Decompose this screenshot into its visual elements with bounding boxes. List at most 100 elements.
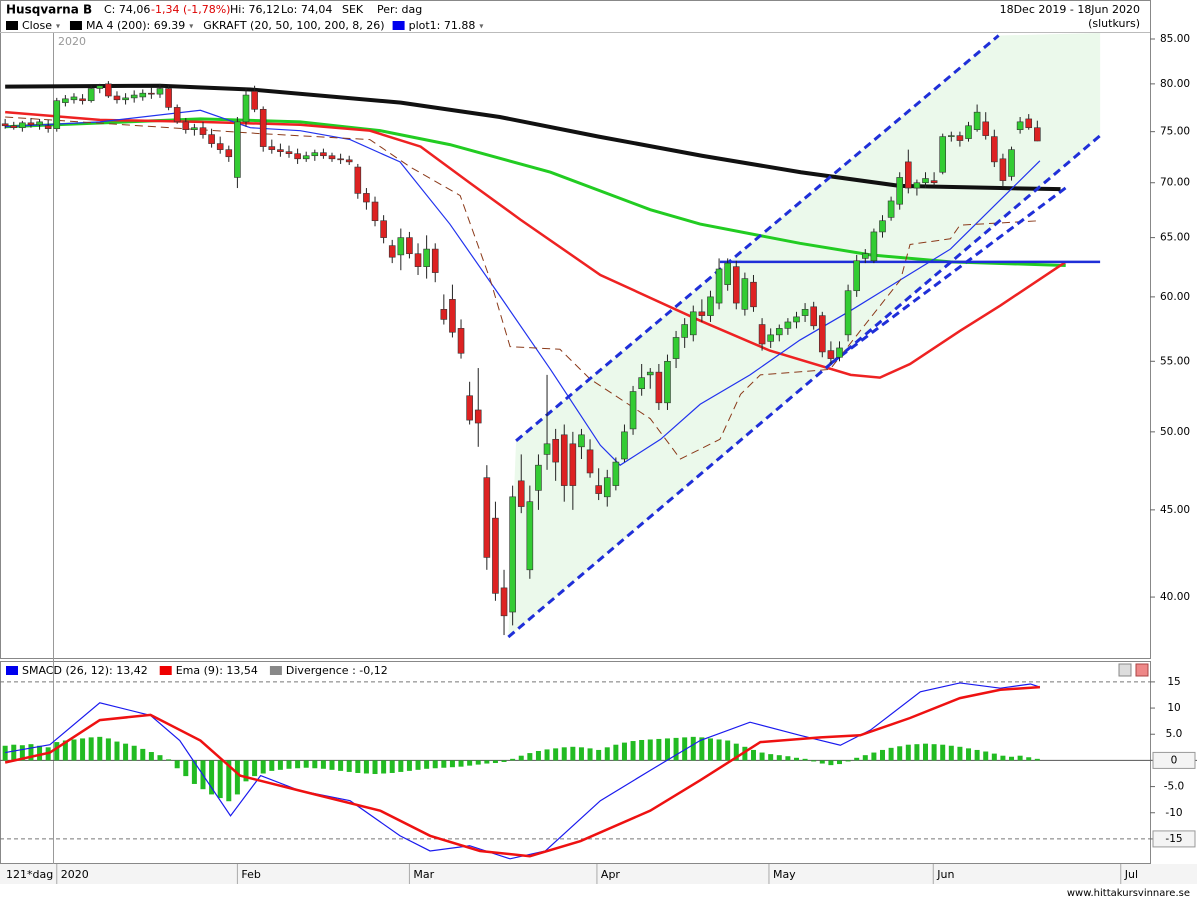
candle-body — [861, 253, 869, 259]
candle-body — [991, 136, 998, 163]
divergence-bar — [475, 760, 481, 765]
tick-box — [1152, 751, 1196, 769]
divergence-bar — [845, 760, 851, 762]
high: Hi: 76,12 — [230, 3, 280, 16]
y-tick-label: 0 — [1171, 754, 1178, 766]
tick-box — [1152, 830, 1196, 848]
legend-swatch — [392, 21, 405, 30]
candle-body — [827, 350, 835, 359]
candle-body — [251, 91, 258, 110]
candle-body — [216, 143, 224, 150]
candle-body — [44, 125, 52, 129]
y-tick-label: 65.00 — [1160, 232, 1190, 244]
candle-body — [560, 434, 568, 486]
divergence-bar — [492, 760, 498, 764]
candle-body — [474, 409, 482, 424]
candle-body — [328, 155, 336, 160]
bars-count: 121*dag — [6, 868, 53, 881]
x-tick-label: May — [773, 868, 796, 881]
divergence-bar — [578, 747, 584, 761]
candle-body — [784, 321, 792, 329]
candle-body — [96, 85, 104, 89]
legend-arrow: ▾ — [189, 22, 193, 31]
candle-body — [79, 98, 86, 102]
candle-body — [380, 220, 387, 238]
candle-body — [337, 158, 344, 161]
candle-body — [982, 121, 990, 136]
low: Lo: 74,04 — [281, 3, 332, 16]
candle-body — [449, 299, 456, 333]
candle-body — [148, 92, 155, 95]
title: Husqvarna B — [6, 3, 92, 17]
y-tick-label: 40.00 — [1160, 591, 1190, 603]
divergence-bar — [1034, 758, 1040, 761]
divergence-bar — [664, 738, 670, 761]
candle-body — [354, 166, 362, 194]
candle-body — [1025, 118, 1033, 129]
divergence-bar — [148, 752, 154, 761]
divergence-bar — [372, 760, 378, 775]
close-button[interactable] — [1135, 663, 1149, 677]
x-axis-bar — [0, 864, 1197, 884]
divergence-bar — [105, 738, 111, 761]
candle-body — [53, 100, 61, 129]
y-tick-label: 55.00 — [1160, 355, 1190, 367]
divergence-bar — [381, 760, 387, 774]
candle-body — [1008, 149, 1015, 177]
candle-body — [595, 485, 602, 494]
divergence-bar — [733, 743, 739, 761]
x-tick-label: Mar — [413, 868, 434, 881]
macd-frame — [0, 661, 1151, 864]
divergence-bar — [269, 760, 275, 771]
candle-body — [810, 306, 817, 327]
candle-body — [905, 161, 912, 189]
divergence-bar — [62, 740, 68, 761]
divergence-bar — [966, 748, 972, 761]
currency: SEK — [342, 3, 364, 16]
divergence-bar — [432, 760, 438, 769]
divergence-bar — [621, 742, 627, 761]
divergence-bar — [338, 760, 344, 771]
candle-body — [165, 88, 172, 108]
price-frame — [0, 0, 1151, 659]
candle-body — [10, 125, 18, 129]
divergence-bar — [742, 746, 748, 761]
divergence-bar — [209, 760, 215, 795]
candle-body — [1034, 127, 1041, 142]
divergence-bar — [793, 757, 799, 761]
y-tick-label: 60.00 — [1160, 291, 1190, 303]
candle-body — [836, 347, 843, 358]
divergence-bar — [217, 760, 223, 799]
candle-body — [19, 122, 26, 129]
divergence-bar — [441, 760, 447, 768]
y-tick-label: 50.00 — [1160, 426, 1190, 438]
candle-body — [27, 122, 35, 126]
candle-body — [113, 95, 121, 101]
candle-body — [302, 155, 310, 160]
candle-body — [999, 158, 1007, 181]
range: 18Dec 2019 - 18Jun 2020 — [1000, 3, 1140, 16]
divergence-bar — [931, 744, 937, 761]
divergence-bar — [295, 760, 301, 769]
indicator-line — [5, 117, 1066, 267]
legend-label: SMACD (26, 12): 13,42 — [22, 664, 148, 677]
tool-button[interactable] — [1118, 663, 1132, 677]
candle-body — [793, 316, 800, 323]
divergence-bar — [682, 737, 688, 761]
candle-body — [431, 248, 439, 273]
x-tick-label: Feb — [241, 868, 260, 881]
divergence-bar — [88, 737, 94, 761]
candle-body — [87, 88, 95, 102]
divergence-bar — [226, 760, 232, 802]
candle-body — [801, 309, 809, 316]
candle-body — [741, 278, 749, 310]
divergence-bar — [260, 760, 266, 774]
divergence-bar — [862, 755, 868, 761]
candle-body — [414, 253, 422, 267]
divergence-bar — [544, 749, 550, 761]
divergence-bar — [19, 745, 25, 761]
candle-body — [526, 501, 534, 571]
candle-body — [732, 266, 740, 304]
trend-line — [829, 184, 1070, 366]
candle-body — [320, 152, 327, 157]
